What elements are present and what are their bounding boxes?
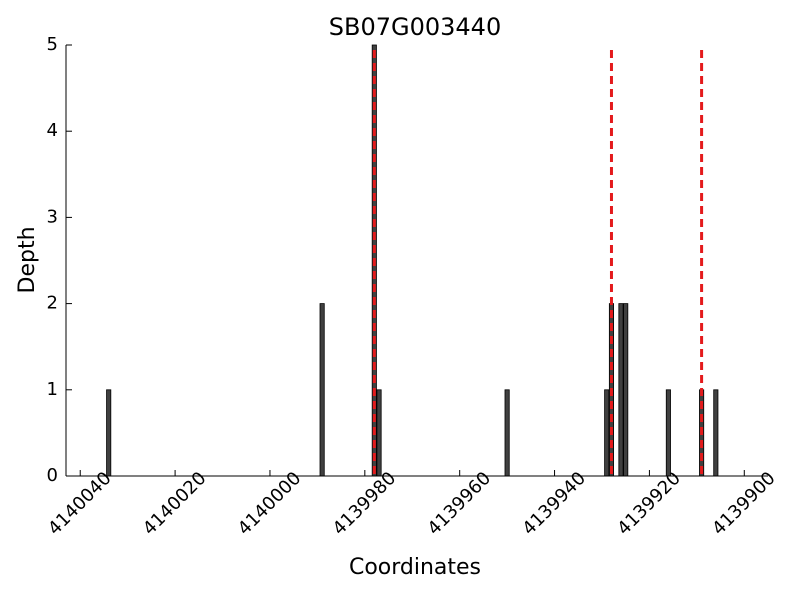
x-tick-label: 4139960 xyxy=(424,468,496,540)
x-tick-label: 4140000 xyxy=(234,468,306,540)
bar xyxy=(319,303,325,477)
x-tick-label: 4139940 xyxy=(518,468,590,540)
chart-title: SB07G003440 xyxy=(329,13,501,41)
bar xyxy=(106,389,112,477)
bar xyxy=(504,389,510,477)
y-tick-label: 1 xyxy=(47,379,58,400)
x-tick-label: 4139900 xyxy=(708,468,780,540)
x-tick-label: 4139980 xyxy=(329,468,401,540)
y-tick-label: 3 xyxy=(47,206,58,227)
x-tick-label: 4139920 xyxy=(613,468,685,540)
y-tick-label: 5 xyxy=(47,34,58,55)
bar xyxy=(376,389,382,477)
bar xyxy=(713,389,719,477)
y-tick-label: 0 xyxy=(47,465,58,486)
bar xyxy=(604,389,610,477)
y-tick-label: 2 xyxy=(47,293,58,314)
y-tick-label: 4 xyxy=(47,120,58,141)
x-tick-label: 4140020 xyxy=(139,468,211,540)
bar xyxy=(665,389,671,477)
bar xyxy=(623,303,629,477)
x-axis-label: Coordinates xyxy=(349,555,481,580)
y-axis-label: Depth xyxy=(15,226,40,293)
bar xyxy=(618,303,624,477)
